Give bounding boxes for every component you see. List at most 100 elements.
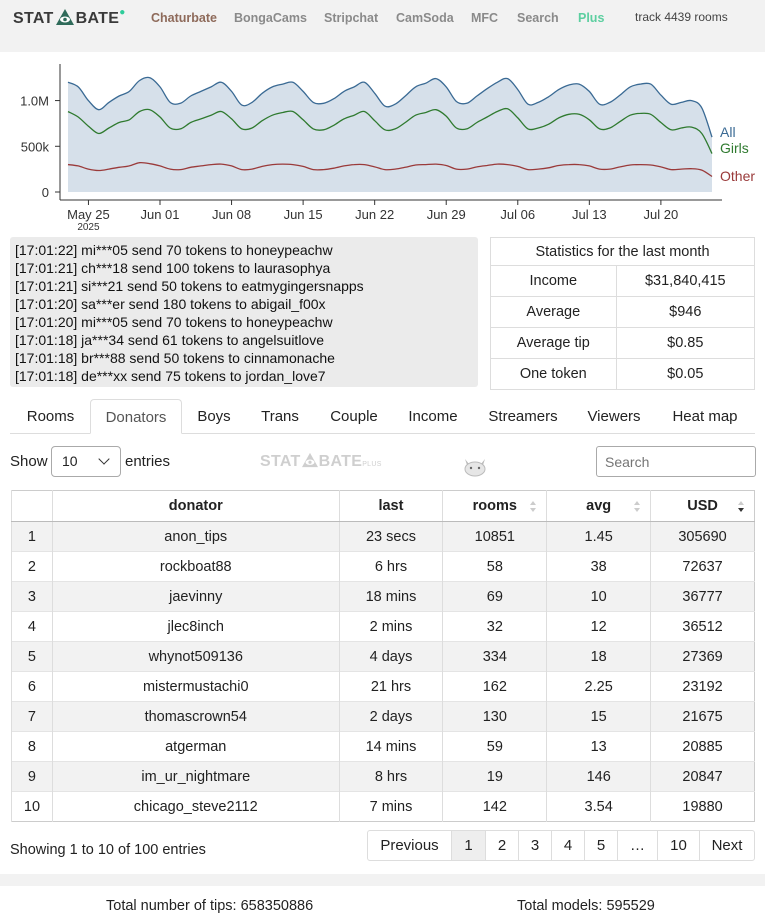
feed-line: [17:01:18] br***88 send 50 tokens to cin… [15,350,335,366]
entries-select-value: 10 [62,453,78,469]
avg-cell: 10 [546,581,651,612]
column-header-usd[interactable]: USD [650,490,755,522]
table-row: 6 mistermustachi0 21 hrs 162 2.25 23192 [11,671,755,702]
avg-cell: 13 [546,731,651,762]
tab-heat-map[interactable]: Heat map [672,408,738,425]
rank-cell: 5 [11,641,53,672]
x-tick-label: Jul 20 [644,207,679,222]
table-row: 7 thomascrown54 2 days 130 15 21675 [11,701,755,732]
rank-cell: 1 [11,521,53,552]
legend-other: Other [720,168,755,184]
donator-cell: jaevinny [51,581,340,612]
table-row: 5 whynot509136 4 days 334 18 27369 [11,641,755,672]
feed-line: [17:01:21] si***21 send 50 tokens to eat… [15,278,364,294]
usd-cell: 21675 [650,701,755,732]
usd-cell: 27369 [650,641,755,672]
page-button-5[interactable]: 5 [584,831,617,860]
usd-cell: 20847 [650,761,755,792]
previous-page-button[interactable]: Previous [380,837,439,854]
rank-cell: 10 [11,791,53,822]
rooms-cell: 130 [442,701,547,732]
tab-donators[interactable]: Donators [90,399,182,434]
stats-value: $31,840,415 [615,265,755,297]
eye-triangle-icon [301,452,318,468]
tab-streamers[interactable]: Streamers [488,408,558,425]
feed-line: [17:01:20] sa***er send 180 tokens to ab… [15,296,326,312]
page-button-1[interactable]: 1 [451,831,485,860]
x-year-label: 2025 [77,222,100,232]
stats-value: $0.05 [615,358,755,390]
tab-income[interactable]: Income [408,408,458,425]
table-row: 2 rockboat88 6 hrs 58 38 72637 [11,551,755,582]
entries-label: entries [125,453,171,470]
sort-icon [530,501,537,513]
column-header-last[interactable]: last [338,490,443,522]
feed-line: [17:01:20] mi***05 send 70 tokens to hon… [15,314,333,330]
nav-stripchat[interactable]: Stripchat [324,11,379,25]
stats-table: Statistics for the last month Income $31,… [490,237,755,390]
rooms-cell: 32 [442,611,547,642]
rank-cell: 8 [11,731,53,762]
tab-viewers[interactable]: Viewers [587,408,641,425]
avg-cell: 146 [546,761,651,792]
tab-rooms[interactable]: Rooms [26,408,75,425]
table-row: 3 jaevinny 18 mins 69 10 36777 [11,581,755,612]
nav-plus[interactable]: Plus [578,11,605,25]
nav-camsoda[interactable]: CamSoda [396,11,454,25]
avg-cell: 38 [546,551,651,582]
series-area-all [68,77,712,192]
avg-cell: 15 [546,701,651,732]
last-cell: 2 days [338,701,443,732]
eye-triangle-icon [55,9,74,25]
tips-feed: [17:01:22] mi***05 send 70 tokens to hon… [10,237,478,387]
table-row: 8 atgerman 14 mins 59 13 20885 [11,731,755,762]
search-input[interactable] [596,446,756,477]
table-row: 1 anon_tips 23 secs 10851 1.45 305690 [11,521,755,552]
last-cell: 2 mins [338,611,443,642]
online-chart: 1.0M 500k 0 May 25 Jun 01 Jun 08 Jun 15 Jun 22 J… [20,64,755,232]
usd-cell: 72637 [650,551,755,582]
tab-trans[interactable]: Trans [261,408,299,425]
entries-select[interactable]: 10 [51,446,121,477]
page-button-2[interactable]: 2 [485,831,518,860]
total-models-text: Total models: 595529 [517,898,655,914]
nav-search[interactable]: Search [517,11,559,25]
column-header-rooms[interactable]: rooms [442,490,547,522]
avg-cell: 2.25 [546,671,651,702]
logo-dot: ● [119,7,126,18]
stats-title: Statistics for the last month [490,237,755,266]
donator-cell: mistermustachi0 [51,671,340,702]
tab-couple[interactable]: Couple [330,408,378,425]
x-tick-label: Jul 06 [500,207,535,222]
nav-mfc[interactable]: MFC [471,11,499,25]
rooms-cell: 58 [442,551,547,582]
last-cell: 18 mins [338,581,443,612]
x-tick-label: Jun 29 [427,207,466,222]
x-tick-label: Jun 15 [284,207,323,222]
feed-line: [17:01:22] mi***05 send 70 tokens to hon… [15,242,333,258]
usd-cell: 36512 [650,611,755,642]
cat-icon [464,459,486,477]
donator-cell: anon_tips [51,521,340,552]
column-header-donator[interactable]: donator [51,490,340,522]
last-cell: 23 secs [338,521,443,552]
page-button-3[interactable]: 3 [518,831,551,860]
pagination-info: Showing 1 to 10 of 100 entries [10,842,206,858]
x-tick-label: Jun 22 [355,207,394,222]
usd-cell: 36777 [650,581,755,612]
last-cell: 4 days [338,641,443,672]
column-header-index[interactable] [11,490,53,522]
pagination: Previous 1 2 3 4 5 … 10 Next [367,830,755,861]
column-header-avg[interactable]: avg [546,490,651,522]
next-page-button[interactable]: Next [699,831,754,860]
legend-all: All [720,124,736,140]
x-tick-label: May 25 [67,207,110,222]
series-line-other [67,161,713,178]
legend-girls: Girls [720,140,749,156]
page-button-10[interactable]: 10 [657,831,699,860]
tab-boys[interactable]: Boys [197,408,231,425]
nav-chaturbate[interactable]: Chaturbate [151,11,217,25]
page-button-4[interactable]: 4 [551,831,584,860]
nav-bongacams[interactable]: BongaCams [234,11,307,25]
statbate-logo[interactable]: STAT BATE● [13,7,126,27]
